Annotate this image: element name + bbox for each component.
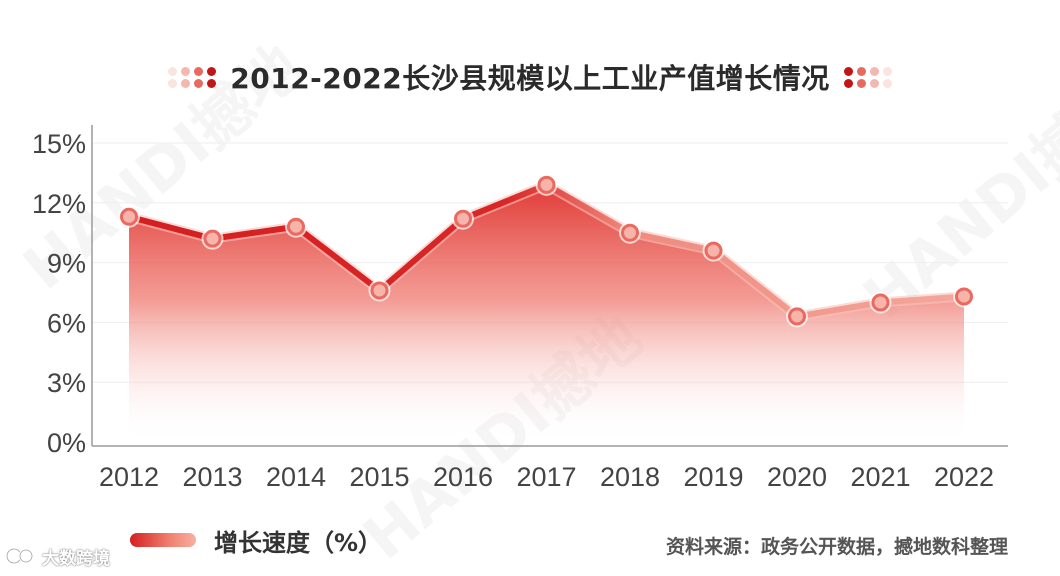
legend-swatch	[130, 533, 196, 547]
chart-title-row: 2012-2022长沙县规模以上工业产值增长情况	[0, 52, 1060, 102]
x-tick-label: 2021	[850, 462, 910, 492]
data-point	[370, 281, 389, 300]
data-point	[287, 217, 305, 236]
source-note: 资料来源：政务公开数据，撼地数科整理	[665, 536, 1008, 558]
axis-layer	[91, 125, 1008, 447]
x-tick-label: 2014	[266, 462, 326, 492]
data-point	[537, 175, 556, 194]
data-point	[788, 307, 806, 326]
title-dots-right	[843, 66, 892, 88]
x-tick-label: 2020	[767, 462, 827, 492]
data-point	[621, 223, 639, 242]
x-tick-label: 2018	[600, 462, 660, 492]
data-point	[120, 207, 138, 226]
x-tick-label: 2017	[516, 462, 576, 492]
y-tick-label: 0%	[47, 428, 86, 458]
x-tick-label: 2022	[934, 462, 994, 492]
series-area	[129, 184, 964, 443]
data-point	[454, 209, 472, 228]
brand-logo-text: 大数跨境	[42, 548, 110, 569]
y-tick-label: 15%	[32, 129, 86, 159]
y-tick-label: 6%	[47, 308, 86, 338]
title-dots-left	[168, 66, 217, 88]
label-layer: 0% 3% 6% 9% 12% 15% 2012 2013 2014 2015 2016 2017 20…	[32, 129, 994, 492]
brand-logo: 大数跨境	[6, 542, 110, 570]
x-tick-label: 2016	[433, 462, 493, 492]
area-layer	[129, 184, 964, 443]
legend: 增长速度（%）	[130, 520, 382, 560]
y-tick-label: 12%	[32, 189, 86, 219]
x-tick-label: 2019	[683, 462, 743, 492]
legend-label: 增长速度（%）	[214, 528, 383, 557]
x-tick-label: 2012	[99, 462, 159, 492]
data-point	[704, 241, 723, 260]
data-point	[203, 229, 222, 248]
data-point	[871, 293, 890, 312]
marker-layer	[118, 173, 975, 328]
y-tick-label: 9%	[47, 249, 86, 279]
x-tick-label: 2015	[349, 462, 409, 492]
data-point	[955, 287, 973, 306]
chart-title: 2012-2022长沙县规模以上工业产值增长情况	[230, 62, 830, 95]
y-tick-label: 3%	[47, 368, 86, 398]
x-tick-label: 2013	[182, 462, 242, 492]
brand-logo-icon	[6, 547, 34, 565]
